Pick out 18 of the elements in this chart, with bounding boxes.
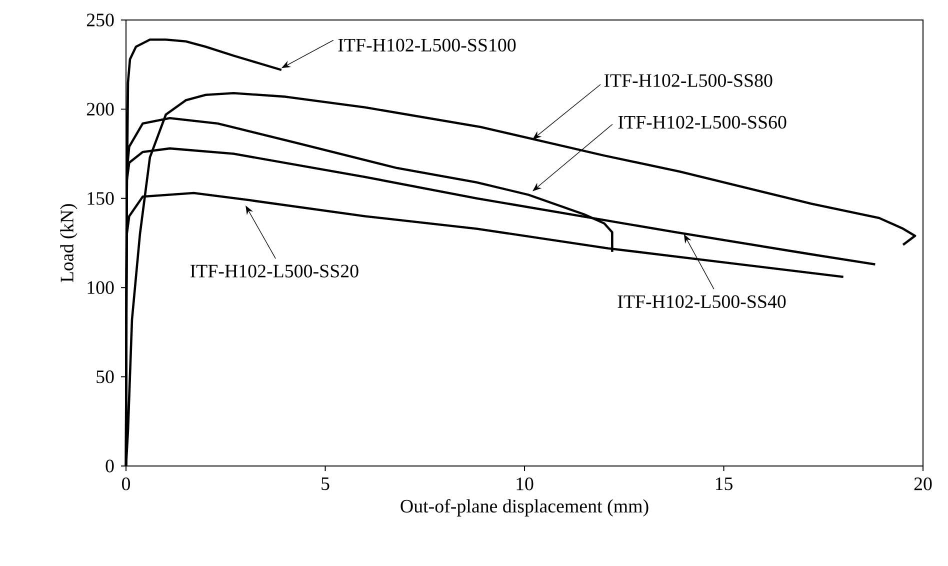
y-tick-label: 150	[88, 192, 114, 205]
x-tick-label: 20	[914, 478, 932, 490]
y-tick-label: 200	[86, 102, 114, 116]
y-tick-label: 100	[88, 281, 114, 294]
y-tick-label: 250	[86, 14, 114, 26]
x-tick-label: 0	[122, 478, 130, 490]
annotation: ITF-H102-L500-SS20	[190, 264, 358, 278]
x-tick-label: 5	[322, 478, 330, 490]
annotation: ITF-H102-L500-SS40	[618, 295, 786, 308]
y-tick-label: 0	[106, 460, 114, 472]
annotation: ITF-H102-L500-SS100	[338, 38, 516, 52]
x-axis-title: Out-of-plane displacement (mm)	[400, 499, 648, 516]
y-tick-label: 50	[96, 370, 114, 384]
y-axis-title: Load (kN)	[60, 204, 78, 282]
x-tick-label: 15	[716, 478, 732, 490]
x-tick-label: 10	[516, 478, 534, 490]
annotation: ITF-H102-L500-SS80	[604, 74, 772, 87]
annotation: ITF-H102-L500-SS60	[618, 116, 786, 129]
